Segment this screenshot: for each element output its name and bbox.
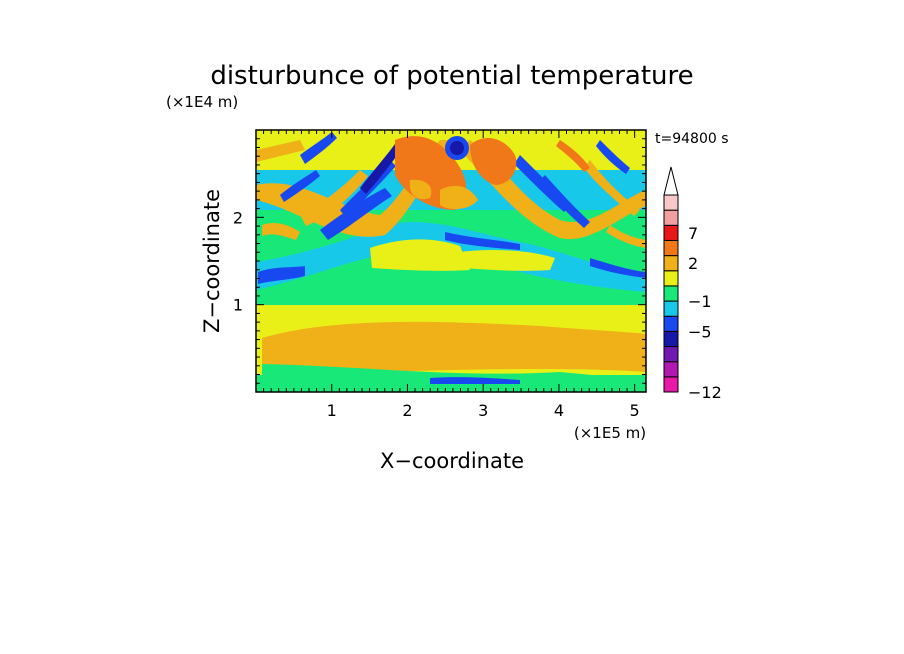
x-tick-labels: 1 2 3 4 5: [327, 401, 640, 420]
colorbar-swatch: [663, 209, 679, 226]
colorbar-swatch: [663, 194, 679, 211]
z-tick-label: 1: [233, 296, 243, 315]
colorbar-label: −12: [688, 383, 722, 402]
colorbar-swatch: [663, 315, 679, 332]
colorbar-swatch: [663, 330, 679, 348]
colorbar-extend-arrow: [663, 166, 679, 196]
colorbar-swatch: [663, 346, 679, 363]
colorbar-swatch: [663, 255, 679, 272]
axis-ticks: [256, 130, 646, 392]
colorbar-label: 7: [688, 224, 698, 243]
chart-title: disturbunce of potential temperature: [210, 61, 693, 91]
z-unit-label: (×1E4 m): [166, 93, 238, 111]
colorbar-swatch: [663, 285, 679, 302]
colorbar-swatch: [663, 270, 679, 287]
colorbar-label: 2: [688, 254, 698, 273]
x-axis-label: X−coordinate: [380, 449, 524, 473]
z-axis-label: Z−coordinate: [200, 189, 224, 333]
x-tick-label: 1: [327, 401, 337, 420]
colorbar-label: −1: [688, 292, 712, 311]
time-label: t=94800 s: [655, 131, 729, 147]
colorbar: −12−5−127: [663, 166, 722, 402]
x-tick-label: 3: [478, 401, 488, 420]
x-tick-label: 4: [554, 401, 564, 420]
x-tick-label: 5: [630, 401, 640, 420]
z-tick-labels: 12: [233, 208, 243, 314]
contour-field: [256, 130, 646, 392]
colorbar-swatch: [663, 224, 679, 241]
colorbar-label: −5: [688, 322, 712, 341]
x-tick-label: 2: [402, 401, 412, 420]
z-tick-label: 2: [233, 208, 243, 227]
colorbar-swatch: [663, 300, 679, 317]
colorbar-swatch: [663, 376, 679, 393]
colorbar-swatch: [663, 239, 679, 257]
colorbar-swatch: [663, 361, 679, 378]
x-unit-label: (×1E5 m): [574, 424, 646, 442]
